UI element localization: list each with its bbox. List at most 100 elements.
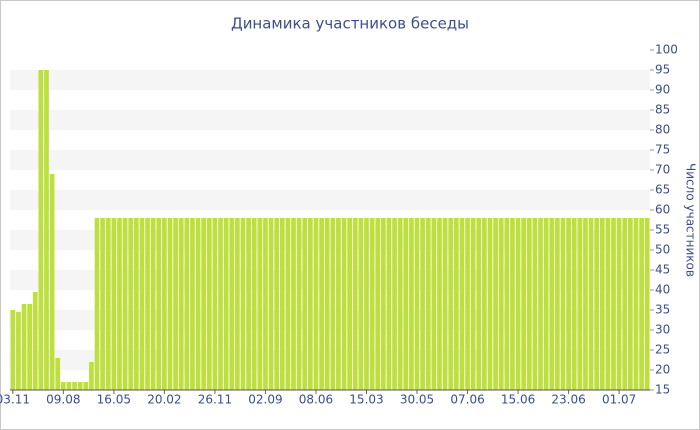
bar [465, 218, 470, 390]
bar [476, 218, 482, 390]
bar [139, 218, 145, 390]
bar [38, 70, 44, 390]
x-tick-label: 03.11 [0, 393, 30, 407]
bar [206, 218, 212, 390]
grid-band [10, 70, 650, 90]
bar [330, 218, 336, 390]
x-tick-label: 23.06 [551, 393, 585, 407]
bar [27, 304, 33, 390]
bar [49, 174, 55, 390]
bar [442, 218, 448, 390]
bar [105, 218, 111, 390]
bar [16, 312, 21, 390]
bar [644, 218, 650, 390]
bar [616, 218, 622, 390]
y-tick-label: 50 [655, 243, 670, 257]
bar [94, 218, 100, 390]
x-tick-label: 20.02 [147, 393, 181, 407]
bar [549, 218, 555, 390]
bar [122, 218, 128, 390]
bar [235, 218, 240, 390]
bar [240, 218, 246, 390]
grid-band [10, 110, 650, 130]
bar [83, 382, 89, 390]
bar [111, 218, 117, 390]
y-tick-label: 70 [655, 163, 670, 177]
bar [21, 304, 27, 390]
bar [425, 218, 431, 390]
y-axis-label: Число участников [684, 163, 698, 277]
bar [599, 218, 605, 390]
bar [364, 218, 369, 390]
bar [324, 218, 330, 390]
bar [470, 218, 476, 390]
y-tick-label: 85 [655, 103, 670, 117]
bar [173, 218, 178, 390]
bar [319, 218, 324, 390]
bar [375, 218, 381, 390]
y-tick-label: 40 [655, 283, 670, 297]
x-tick-label: 15.06 [501, 393, 535, 407]
bar [162, 218, 167, 390]
y-tick-label: 35 [655, 303, 670, 317]
bar [307, 218, 313, 390]
y-tick-label: 15 [655, 383, 670, 397]
x-tick-label: 16.05 [97, 393, 131, 407]
y-tick-label: 75 [655, 143, 670, 157]
x-tick-label: 08.06 [299, 393, 333, 407]
bar [100, 218, 105, 390]
grid-band [10, 190, 650, 210]
bar [184, 218, 190, 390]
bar [218, 218, 223, 390]
bar [493, 218, 498, 390]
y-tick-label: 95 [655, 63, 670, 77]
bar [229, 218, 235, 390]
bar [639, 218, 644, 390]
bar [633, 218, 639, 390]
bar [117, 218, 122, 390]
bar [167, 218, 173, 390]
y-tick-label: 25 [655, 343, 670, 357]
bar [448, 218, 454, 390]
x-tick-label: 07.06 [450, 393, 484, 407]
bar [397, 218, 403, 390]
bar [521, 218, 527, 390]
bar [150, 218, 156, 390]
bar [89, 362, 94, 390]
bar [77, 382, 83, 390]
bar [583, 218, 588, 390]
bar [178, 218, 184, 390]
bar [32, 292, 38, 390]
bar [55, 358, 61, 390]
bar [510, 218, 515, 390]
bar [380, 218, 386, 390]
bar [560, 218, 566, 390]
y-tick-label: 100 [655, 43, 678, 57]
bar [223, 218, 229, 390]
grid-band [10, 150, 650, 170]
y-tick-label: 55 [655, 223, 670, 237]
bar [538, 218, 543, 390]
bar [487, 218, 493, 390]
bar [594, 218, 600, 390]
y-tick-label: 30 [655, 323, 670, 337]
bar [313, 218, 319, 390]
y-tick-label: 60 [655, 203, 670, 217]
bar [336, 218, 341, 390]
bar [352, 218, 358, 390]
bar [504, 218, 510, 390]
x-tick-label: 30.05 [400, 393, 434, 407]
x-tick-label: 26.11 [198, 393, 232, 407]
bar [201, 218, 207, 390]
bar [566, 218, 571, 390]
bar [532, 218, 538, 390]
bar [302, 218, 308, 390]
bar [498, 218, 504, 390]
bar [611, 218, 616, 390]
bar [279, 218, 285, 390]
x-tick-label: 09.08 [46, 393, 80, 407]
bar [409, 218, 414, 390]
bar [251, 218, 257, 390]
bar [358, 218, 364, 390]
